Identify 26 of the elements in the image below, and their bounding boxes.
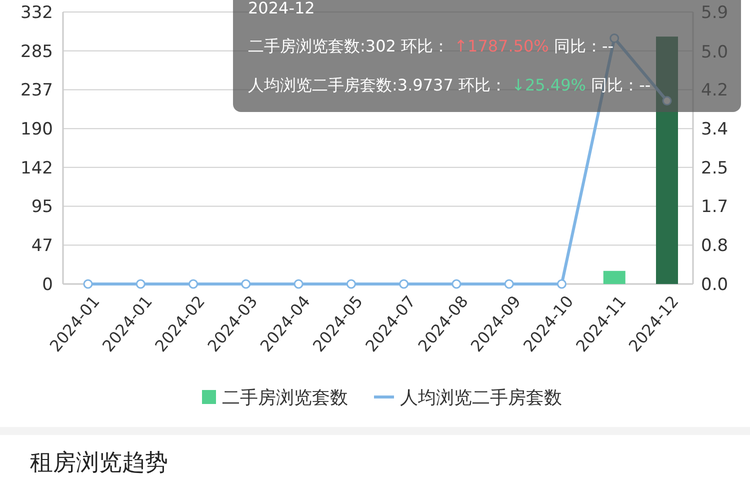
annotation: ↓25.49% — [506, 76, 592, 95]
y2-tick-label: 5.0 — [701, 42, 728, 63]
y2-tick-label: 0.8 — [701, 236, 728, 256]
y2-tick-label: 4.2 — [701, 80, 728, 101]
y-tick-label: 47 — [31, 236, 53, 256]
y2-tick-label: 3.4 — [701, 120, 728, 140]
annotation: 同比：-- — [591, 76, 651, 95]
y2-tick-label: 5.9 — [701, 2, 728, 23]
annotation: 2024-12 — [248, 0, 315, 18]
y-tick-label: 190 — [20, 120, 53, 140]
y-tick-label: 142 — [20, 158, 53, 178]
legend-label: 二手房浏览套数 — [222, 387, 348, 408]
y-tick-label: 332 — [20, 2, 53, 23]
y-tick-label: 237 — [20, 80, 53, 101]
y2-tick-label: 0.0 — [701, 274, 728, 295]
y-tick-label: 95 — [31, 197, 53, 218]
y2-tick-label: 2.5 — [701, 158, 728, 178]
annotation: 二手房浏览套数:302 环比： — [248, 36, 450, 56]
y-tick-label: 285 — [20, 42, 53, 62]
annotation: 人均浏览二手房套数:3.9737 环比： — [248, 76, 506, 95]
annotation: 同比：-- — [554, 36, 614, 56]
y-tick-label: 0 — [42, 274, 53, 295]
annotation: ↑1787.50% — [449, 36, 554, 56]
text: 租房浏览趋势 — [30, 450, 168, 476]
y2-tick-label: 1.7 — [701, 197, 728, 218]
legend-label: 人均浏览二手房套数 — [400, 387, 562, 408]
